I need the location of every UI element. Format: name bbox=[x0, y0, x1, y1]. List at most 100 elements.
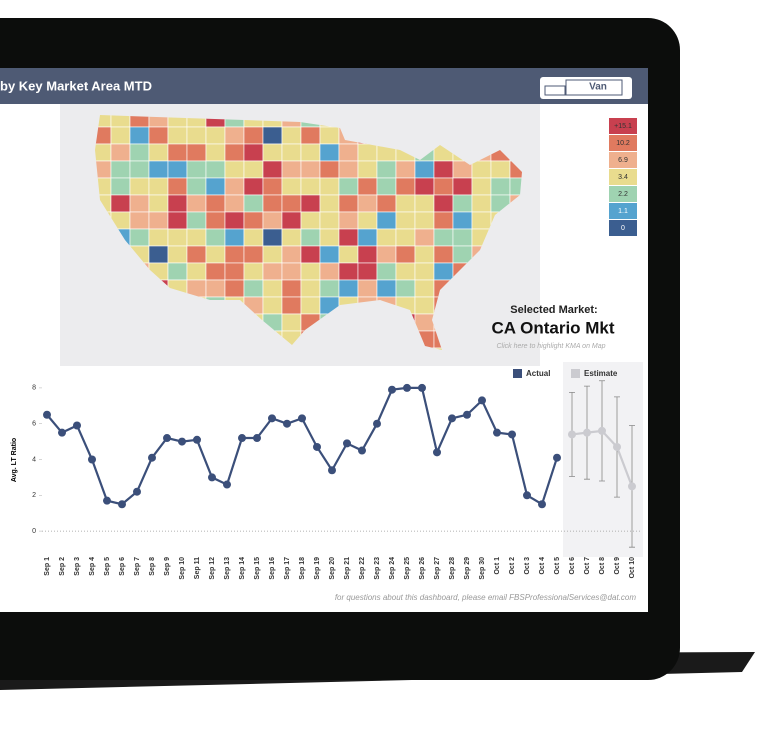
map-region bbox=[186, 194, 207, 213]
map-region bbox=[338, 245, 359, 264]
map-region bbox=[224, 245, 245, 264]
selected-hint[interactable]: Click here to highlight KMA on Map bbox=[496, 343, 605, 350]
map-region bbox=[243, 177, 264, 196]
line-chart: Avg. LT Ratio 0 2 4 6 8 Sep 1 Sep 2 Sep 3 Sep 4 Se… bbox=[11, 369, 640, 580]
map-region bbox=[243, 194, 264, 213]
map-region bbox=[262, 143, 283, 162]
map-region bbox=[167, 126, 188, 145]
map-region bbox=[414, 194, 435, 213]
map-region bbox=[319, 160, 340, 179]
map-region bbox=[338, 194, 359, 213]
map-region bbox=[148, 228, 169, 247]
map-region bbox=[338, 279, 359, 298]
map-region bbox=[262, 194, 283, 213]
header-title: by Key Market Area MTD bbox=[0, 78, 152, 93]
map-region bbox=[471, 194, 492, 213]
map-region bbox=[433, 194, 454, 213]
map-region bbox=[224, 143, 245, 162]
map-region bbox=[129, 228, 150, 247]
map-region bbox=[186, 228, 207, 247]
map-region bbox=[281, 211, 302, 230]
map-region bbox=[243, 245, 264, 264]
map-region bbox=[167, 262, 188, 281]
map-region bbox=[110, 160, 131, 179]
map-region bbox=[129, 160, 150, 179]
map-region bbox=[186, 245, 207, 264]
map-region bbox=[300, 160, 321, 179]
map-region bbox=[205, 262, 226, 281]
x-tick-label: Sep 9 bbox=[164, 557, 171, 576]
map-region bbox=[110, 126, 131, 145]
x-tick-label: Oct 6 bbox=[569, 557, 576, 575]
x-tick-label: Sep 30 bbox=[479, 557, 486, 580]
point bbox=[133, 487, 141, 496]
x-tick-label: Sep 2 bbox=[59, 557, 66, 576]
map-region bbox=[167, 160, 188, 179]
y-tick-label: 0 bbox=[32, 528, 36, 535]
legend-label: 3.4 bbox=[618, 174, 628, 181]
map-region bbox=[395, 160, 416, 179]
map-region bbox=[148, 160, 169, 179]
point bbox=[613, 442, 621, 451]
map-region bbox=[338, 262, 359, 281]
map-region bbox=[167, 143, 188, 162]
point bbox=[88, 455, 96, 464]
map-region bbox=[414, 228, 435, 247]
map-region bbox=[452, 211, 473, 230]
x-tick-label: Oct 10 bbox=[629, 557, 636, 579]
map-region bbox=[167, 228, 188, 247]
x-tick-label: Oct 2 bbox=[509, 557, 516, 575]
x-tick-label: Sep 27 bbox=[434, 557, 441, 580]
x-tick-label: Oct 9 bbox=[614, 557, 621, 575]
map-legend: +15.1 10.2 6.9 3.4 2.2 1.1 0 bbox=[609, 118, 637, 236]
map-region bbox=[224, 279, 245, 298]
map-region bbox=[262, 126, 283, 145]
x-tick-label: Oct 7 bbox=[584, 557, 591, 575]
point bbox=[328, 466, 336, 475]
map-region bbox=[110, 143, 131, 162]
map-region bbox=[224, 194, 245, 213]
x-tick-label: Sep 3 bbox=[74, 557, 81, 576]
legend-swatch bbox=[609, 135, 637, 151]
map-region bbox=[319, 245, 340, 264]
x-tick-label: Sep 29 bbox=[464, 557, 471, 580]
map-region bbox=[243, 160, 264, 179]
map-region bbox=[167, 177, 188, 196]
map-region bbox=[129, 177, 150, 196]
x-tick-label: Sep 11 bbox=[194, 557, 201, 579]
y-tick-label: 6 bbox=[32, 421, 36, 428]
map-region bbox=[205, 177, 226, 196]
map-region bbox=[319, 211, 340, 230]
legend-label: Estimate bbox=[584, 369, 618, 378]
x-tick-label: Sep 21 bbox=[344, 557, 351, 580]
x-tick-label: Sep 5 bbox=[104, 557, 111, 576]
map-region bbox=[186, 211, 207, 230]
map-region bbox=[205, 245, 226, 264]
map-region bbox=[433, 160, 454, 179]
point bbox=[538, 500, 546, 509]
point bbox=[238, 434, 246, 443]
y-tick-label: 4 bbox=[32, 456, 36, 463]
x-tick-label: Sep 20 bbox=[329, 557, 336, 580]
legend-label: +15.1 bbox=[614, 123, 632, 130]
map-region bbox=[281, 194, 302, 213]
map-region bbox=[148, 211, 169, 230]
point bbox=[448, 414, 456, 423]
map-region bbox=[148, 177, 169, 196]
x-tick-label: Sep 10 bbox=[179, 557, 186, 580]
map-region bbox=[414, 211, 435, 230]
legend-label: Actual bbox=[526, 369, 550, 378]
map-region bbox=[224, 262, 245, 281]
map-region bbox=[262, 279, 283, 298]
map-region bbox=[224, 228, 245, 247]
map-region bbox=[376, 245, 397, 264]
legend-swatch bbox=[609, 186, 637, 202]
map-region bbox=[186, 160, 207, 179]
map-region bbox=[319, 143, 340, 162]
map-region bbox=[148, 194, 169, 213]
map-region bbox=[319, 194, 340, 213]
map-region bbox=[414, 313, 435, 332]
map-region bbox=[129, 143, 150, 162]
legend-swatch bbox=[609, 169, 637, 185]
